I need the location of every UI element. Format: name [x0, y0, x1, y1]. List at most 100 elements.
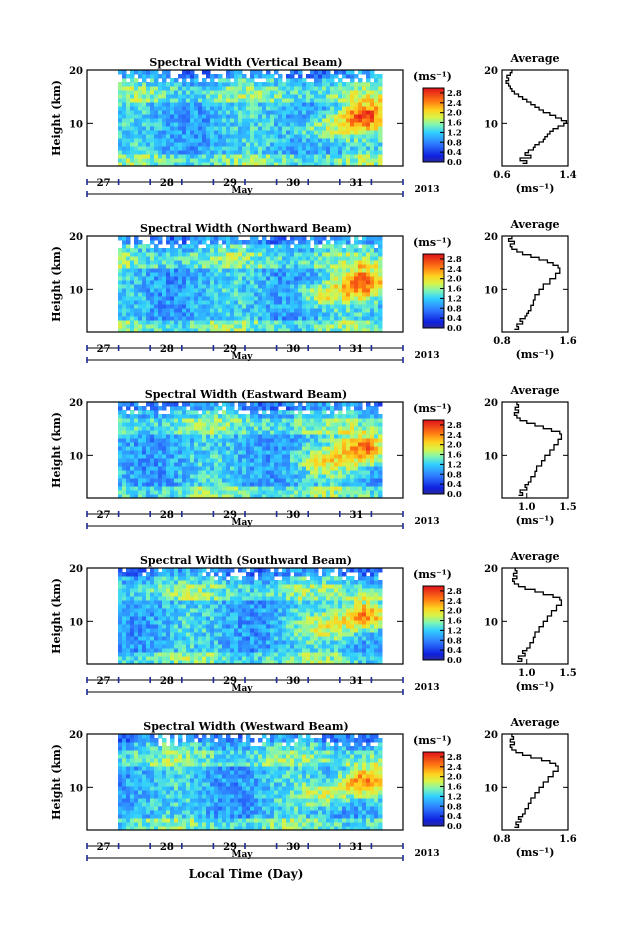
heatmap-cell: [254, 450, 259, 455]
heatmap-cell: [366, 296, 371, 301]
heatmap-cell: [370, 142, 375, 147]
heatmap-cell: [314, 478, 319, 483]
heatmap-cell: [278, 284, 283, 289]
heatmap-cell: [286, 438, 291, 443]
heatmap-cell: [226, 324, 231, 329]
heatmap-cell: [130, 568, 135, 573]
heatmap-cell: [346, 446, 351, 451]
heatmap-cell: [262, 418, 267, 423]
heatmap-cell: [258, 450, 263, 455]
heatmap-cell: [186, 244, 191, 249]
heatmap-cell: [118, 624, 123, 629]
heatmap-cell: [274, 110, 279, 115]
heatmap-cell: [294, 486, 299, 491]
heatmap-cell: [370, 316, 375, 321]
heatmap-cell: [162, 312, 167, 317]
heatmap-cell: [358, 418, 363, 423]
heatmap-cell: [290, 474, 295, 479]
heatmap-cell: [282, 474, 287, 479]
heatmap-cell: [326, 260, 331, 265]
heatmap-cell: [142, 660, 147, 665]
heatmap-cell: [294, 438, 299, 443]
heatmap-cell: [210, 248, 215, 253]
heatmap-cell: [118, 494, 123, 499]
heatmap-cell: [158, 292, 163, 297]
heatmap-cell: [326, 470, 331, 475]
heatmap-cell: [122, 134, 127, 139]
heatmap-cell: [266, 422, 271, 427]
heatmap-cell: [206, 248, 211, 253]
heatmap-cell: [362, 296, 367, 301]
heatmap-cell: [178, 446, 183, 451]
heatmap-cell: [286, 490, 291, 495]
heatmap-cell: [302, 126, 307, 131]
heatmap-cell: [274, 94, 279, 99]
heatmap-cell: [146, 248, 151, 253]
heatmap-cell: [374, 102, 379, 107]
heatmap-cell: [218, 272, 223, 277]
heatmap-cell: [202, 106, 207, 111]
heatmap-cell: [374, 300, 379, 305]
heatmap-cell: [150, 82, 155, 87]
heatmap-cell: [282, 482, 287, 487]
heatmap-cell: [206, 406, 211, 411]
heatmap-cell: [174, 474, 179, 479]
heatmap-cell: [282, 304, 287, 309]
heatmap-cell: [374, 236, 379, 241]
heatmap-cell: [138, 122, 143, 127]
heatmap-cell: [118, 644, 123, 649]
heatmap-cell: [246, 162, 251, 167]
heatmap-cell: [274, 284, 279, 289]
heatmap-cell: [294, 130, 299, 135]
heatmap-cell: [130, 260, 135, 265]
heatmap-cell: [378, 438, 383, 443]
heatmap-cell: [378, 114, 383, 119]
heatmap-cell: [274, 466, 279, 471]
heatmap-cell: [374, 288, 379, 293]
heatmap-cell: [134, 82, 139, 87]
heatmap-cell: [166, 292, 171, 297]
heatmap-cell: [342, 300, 347, 305]
heatmap-cell: [170, 268, 175, 273]
heatmap-cell: [226, 402, 231, 407]
heatmap-cell: [146, 90, 151, 95]
heatmap-cell: [318, 300, 323, 305]
heatmap-cell: [198, 154, 203, 159]
heatmap-cell: [346, 312, 351, 317]
heatmap-cell: [194, 268, 199, 273]
heatmap-cell: [262, 280, 267, 285]
heatmap-cell: [342, 70, 347, 75]
heatmap-cell: [166, 490, 171, 495]
heatmap-cell: [334, 462, 339, 467]
heatmap-cell: [314, 122, 319, 127]
heatmap-cell: [142, 82, 147, 87]
heatmap-cell: [154, 268, 159, 273]
heatmap-cell: [354, 244, 359, 249]
heatmap-cell: [222, 142, 227, 147]
heatmap-cell: [226, 442, 231, 447]
heatmap-cell: [298, 240, 303, 245]
heatmap-cell: [198, 134, 203, 139]
heatmap-cell: [214, 474, 219, 479]
heatmap-cell: [162, 134, 167, 139]
heatmap-cell: [218, 292, 223, 297]
heatmap-cell: [366, 474, 371, 479]
heatmap-cell: [378, 90, 383, 95]
heatmap-cell: [358, 478, 363, 483]
heatmap-cell: [134, 256, 139, 261]
heatmap-cell: [274, 280, 279, 285]
heatmap-cell: [134, 458, 139, 463]
heatmap-cell: [266, 494, 271, 499]
heatmap-cell: [222, 430, 227, 435]
heatmap-cell: [130, 150, 135, 155]
heatmap-cell: [170, 240, 175, 245]
heatmap-cell: [346, 74, 351, 79]
heatmap-cell: [374, 486, 379, 491]
heatmap-cell: [270, 268, 275, 273]
heatmap-cell: [174, 308, 179, 313]
heatmap-cell: [230, 466, 235, 471]
heatmap-cell: [218, 162, 223, 167]
heatmap-cell: [234, 154, 239, 159]
heatmap-cell: [358, 486, 363, 491]
heatmap-cell: [330, 106, 335, 111]
